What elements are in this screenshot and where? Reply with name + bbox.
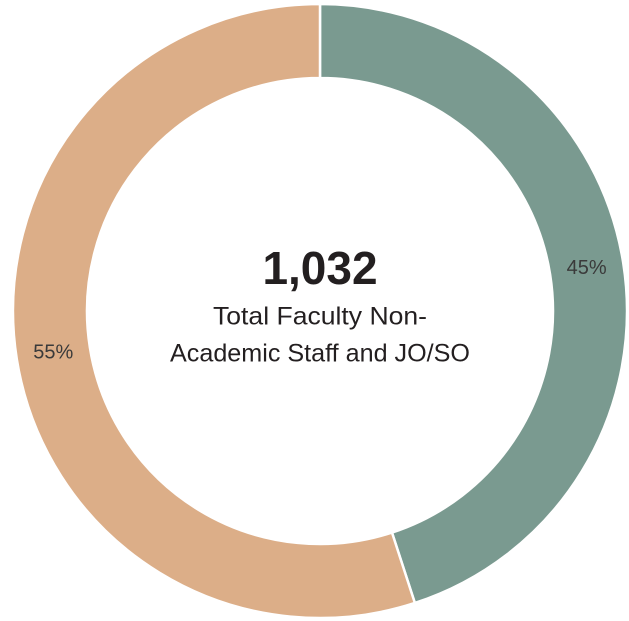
value-label: 45% <box>567 257 607 279</box>
donut-segment <box>318 2 629 605</box>
center-text: Academic Staff and JO/SO <box>170 340 470 368</box>
center-value: 1,032 <box>262 242 377 294</box>
donut-segment <box>11 2 417 620</box>
value-label: 55% <box>33 342 73 364</box>
center-text: Total Faculty Non- <box>213 303 427 331</box>
